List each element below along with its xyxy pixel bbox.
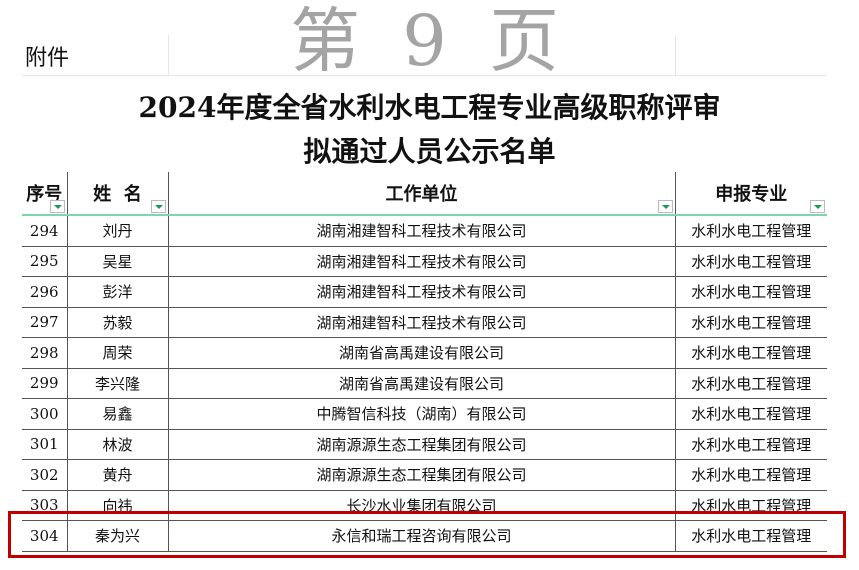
personnel-table: 序号姓 名工作单位 申报专业 294 刘丹 湖南湘建智科工程技术有限公司 水利水电工程管… [22,172,827,552]
specialty-cell: 水利水电工程管理 [675,520,827,552]
specialty-cell: 水利水电工程管理 [675,276,827,308]
employer-cell: 湖南湘建智科工程技术有限公司 [168,246,676,277]
specialty-cell: 水利水电工程管理 [675,398,827,430]
grid-line [168,35,169,75]
specialty-cell: 水利水电工程管理 [675,307,827,338]
row-number: 294 [22,215,68,247]
employer-cell: 中腾智信科技（湖南）有限公司 [168,398,676,430]
name-cell: 刘丹 [67,215,169,247]
column-header: 姓 名 [67,172,169,216]
employer-cell: 永信和瑞工程咨询有限公司 [168,520,676,552]
specialty-cell: 水利水电工程管理 [675,215,827,247]
name-cell: 李兴隆 [67,368,169,399]
row-number: 301 [22,429,68,460]
table-row: 302 黄舟 湖南源源生态工程集团有限公司 水利水电工程管理 [22,459,827,491]
specialty-cell: 水利水电工程管理 [675,368,827,399]
row-number: 296 [22,276,68,308]
specialty-cell: 水利水电工程管理 [675,246,827,277]
name-cell: 苏毅 [67,307,169,338]
column-header: 序号 [22,172,68,216]
name-cell: 秦为兴 [67,520,169,552]
table-row: 301 林波 湖南源源生态工程集团有限公司 水利水电工程管理 [22,429,827,460]
page-watermark: 第 9 页 [290,0,570,82]
table-row: 295 吴星 湖南湘建智科工程技术有限公司 水利水电工程管理 [22,246,827,277]
employer-cell: 湖南湘建智科工程技术有限公司 [168,215,676,247]
grid-line [675,35,676,75]
employer-cell: 湖南湘建智科工程技术有限公司 [168,276,676,308]
specialty-cell: 水利水电工程管理 [675,429,827,460]
filter-dropdown-icon[interactable] [657,200,673,213]
specialty-cell: 水利水电工程管理 [675,490,827,521]
name-cell: 吴星 [67,246,169,277]
attachment-label: 附件 [25,46,70,71]
table-row: 297 苏毅 湖南湘建智科工程技术有限公司 水利水电工程管理 [22,307,827,338]
employer-cell: 长沙水业集团有限公司 [168,490,676,521]
name-cell: 彭洋 [67,276,169,308]
column-header: 工作单位 [168,172,676,216]
column-header-label: 姓 名 [93,184,142,205]
name-cell: 向祎 [67,490,169,521]
table-row: 299 李兴隆 湖南省高禹建设有限公司 水利水电工程管理 [22,368,827,399]
specialty-cell: 水利水电工程管理 [675,459,827,491]
table-row: 300 易鑫 中腾智信科技（湖南）有限公司 水利水电工程管理 [22,398,827,430]
table-row: 296 彭洋 湖南湘建智科工程技术有限公司 水利水电工程管理 [22,276,827,308]
column-header-label: 序号 [26,184,63,205]
employer-cell: 湖南源源生态工程集团有限公司 [168,429,676,460]
column-header-label: 工作单位 [385,184,458,205]
title-line-1: 2024年度全省水利水电工程专业高级职称评审 [138,91,721,124]
row-number: 304 [22,520,68,552]
row-number: 300 [22,398,68,430]
table-row: 294 刘丹 湖南湘建智科工程技术有限公司 水利水电工程管理 [22,215,827,247]
row-number: 295 [22,246,68,277]
row-number: 298 [22,337,68,369]
column-header-label: 申报专业 [715,184,788,205]
grid-line [22,75,827,76]
specialty-cell: 水利水电工程管理 [675,337,827,369]
employer-cell: 湖南省高禹建设有限公司 [168,337,676,369]
table-row: 303 向祎 长沙水业集团有限公司 水利水电工程管理 [22,490,827,521]
row-number: 299 [22,368,68,399]
name-cell: 易鑫 [67,398,169,430]
title-line-2: 拟通过人员公示名单 [303,135,556,168]
column-header: 申报专业 [675,172,827,216]
row-number: 297 [22,307,68,338]
highlight-box [8,511,846,558]
employer-cell: 湖南湘建智科工程技术有限公司 [168,307,676,338]
filter-dropdown-icon[interactable] [49,200,65,213]
filter-dropdown-icon[interactable] [150,200,166,213]
employer-cell: 湖南源源生态工程集团有限公司 [168,459,676,491]
row-number: 302 [22,459,68,491]
name-cell: 黄舟 [67,459,169,491]
filter-dropdown-icon[interactable] [810,200,825,213]
table-row: 304 秦为兴 永信和瑞工程咨询有限公司 水利水电工程管理 [22,520,827,552]
table-row: 298 周荣 湖南省高禹建设有限公司 水利水电工程管理 [22,337,827,369]
employer-cell: 湖南省高禹建设有限公司 [168,368,676,399]
row-number: 303 [22,490,68,521]
name-cell: 周荣 [67,337,169,369]
name-cell: 林波 [67,429,169,460]
